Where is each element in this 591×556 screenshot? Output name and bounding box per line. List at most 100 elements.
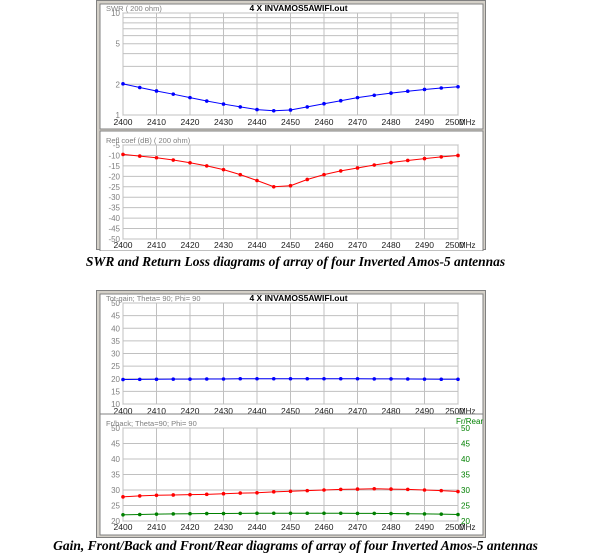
data-point <box>255 107 259 112</box>
x-tick-label: 2500 <box>445 117 464 127</box>
y-tick-label: -35 <box>108 204 120 213</box>
y-tick-label: 10 <box>111 400 120 409</box>
x-tick-label: 2410 <box>147 522 166 532</box>
y-axis-label: Tot-gain; Theta= 90; Phi= 90 <box>106 294 201 303</box>
data-point <box>389 91 393 95</box>
y-tick-label: 35 <box>111 471 120 480</box>
x-axis-unit: MHz <box>459 118 475 127</box>
data-point <box>372 377 377 381</box>
x-tick-label: 2440 <box>248 406 267 416</box>
data-point <box>372 93 377 98</box>
y-right-tick-label: 30 <box>461 486 470 495</box>
gain-front-back-figure: 2400 2410 2420 2430 2440 2450 2460 2470 2480 2490… <box>99 293 484 536</box>
x-tick-label: 2400 <box>114 117 133 127</box>
x-tick-label: 2410 <box>147 240 166 250</box>
y-tick-label: 50 <box>111 299 120 308</box>
data-point <box>171 158 176 162</box>
y-right-tick-label: 20 <box>461 517 470 526</box>
data-point <box>305 511 310 516</box>
data-point <box>137 494 142 498</box>
x-tick-label: 2420 <box>181 240 200 250</box>
y-tick-label: 35 <box>111 337 120 346</box>
data-point <box>171 512 176 516</box>
x-tick-label: 2400 <box>114 522 133 532</box>
y-tick-label: 50 <box>111 424 120 433</box>
y-tick-label: 45 <box>111 312 120 321</box>
y-tick-label: 30 <box>111 486 120 495</box>
data-point <box>439 86 444 90</box>
y-tick-label: 15 <box>111 387 120 396</box>
x-tick-label: 2470 <box>348 406 367 416</box>
data-point <box>305 105 310 109</box>
data-point <box>405 377 410 381</box>
data-point <box>422 512 427 516</box>
data-point <box>188 377 192 381</box>
data-point <box>288 376 293 381</box>
y-tick-label: 45 <box>111 440 120 449</box>
x-tick-label: 2450 <box>281 240 300 250</box>
x-tick-label: 2450 <box>281 522 300 532</box>
x-tick-label: 2430 <box>214 406 233 416</box>
data-point <box>271 184 276 189</box>
data-point <box>171 377 176 381</box>
data-point <box>221 102 226 106</box>
y-tick-label: 25 <box>111 362 120 371</box>
data-point <box>355 511 360 516</box>
y-axis-label: Refl coef (dB) ( 200 ohm) <box>106 136 191 145</box>
x-tick-label: 2410 <box>147 406 166 416</box>
data-point <box>188 160 192 165</box>
x-tick-label: 2500 <box>445 522 464 532</box>
chart-title: 4 X INVAMOS5AWIFI.out <box>249 3 347 13</box>
y-tick-label: 40 <box>111 455 120 464</box>
data-point <box>338 487 343 492</box>
data-point <box>188 511 192 516</box>
data-point <box>322 488 326 492</box>
data-point <box>389 160 393 165</box>
data-point <box>238 376 243 381</box>
swr-return-loss-figure: 2400 2410 2420 2430 2440 2450 2460 2470 2480 2490… <box>99 3 484 251</box>
x-tick-label: 2450 <box>281 117 300 127</box>
data-point <box>255 178 259 183</box>
data-point <box>322 101 326 106</box>
y-tick-label: 2 <box>116 80 121 89</box>
data-point <box>121 152 125 157</box>
data-point <box>288 108 293 112</box>
data-point <box>389 377 393 381</box>
data-point <box>137 512 142 517</box>
data-point <box>121 495 125 499</box>
data-point <box>305 376 310 381</box>
data-point <box>154 155 159 160</box>
y-tick-label: -50 <box>108 235 120 244</box>
x-axis-unit: MHz <box>459 407 475 416</box>
data-point <box>238 105 243 109</box>
x-tick-label: 2410 <box>147 117 166 127</box>
y-tick-label: -40 <box>108 214 120 223</box>
x-tick-label: 2490 <box>415 117 434 127</box>
swr-return-loss-panel: 2400 2410 2420 2430 2440 2450 2460 2470 2480 2490… <box>96 0 486 251</box>
chart-2: 2400 2410 2420 2430 2440 2450 2460 2470 2480 2490… <box>99 130 484 251</box>
data-point <box>288 489 293 494</box>
data-point <box>456 377 460 382</box>
data-point <box>271 108 276 113</box>
x-axis-unit: MHz <box>459 523 475 532</box>
x-tick-label: 2500 <box>445 240 464 250</box>
data-point <box>389 511 393 516</box>
data-point <box>305 488 310 493</box>
y-tick-label: -20 <box>108 172 120 181</box>
data-point <box>372 486 377 491</box>
x-tick-label: 2400 <box>114 240 133 250</box>
y-right-tick-label: 50 <box>461 424 470 433</box>
data-point <box>422 377 427 381</box>
data-point <box>221 511 226 516</box>
y-tick-label: 20 <box>111 375 120 384</box>
x-tick-label: 2420 <box>181 522 200 532</box>
x-tick-label: 2470 <box>348 117 367 127</box>
y-tick-label: -25 <box>108 183 120 192</box>
x-tick-label: 2490 <box>415 240 434 250</box>
y-tick-label: -45 <box>108 225 120 234</box>
data-point <box>271 490 276 494</box>
x-tick-label: 2420 <box>181 406 200 416</box>
x-tick-label: 2480 <box>382 240 401 250</box>
data-point <box>338 98 343 103</box>
y-right-tick-label: 35 <box>461 471 470 480</box>
